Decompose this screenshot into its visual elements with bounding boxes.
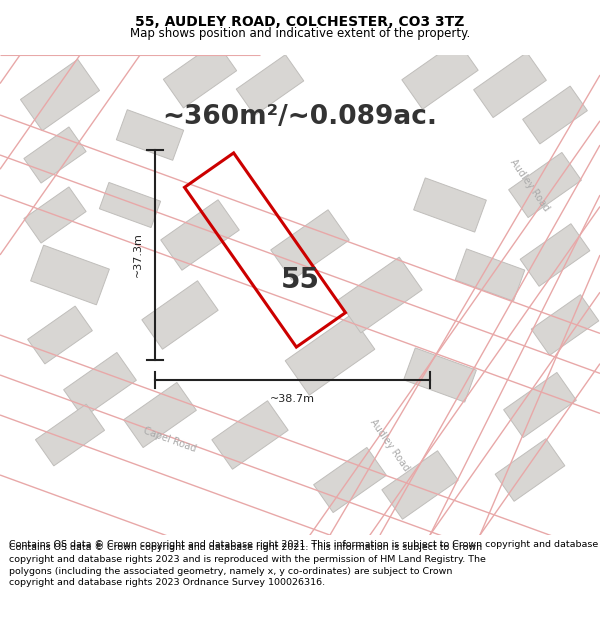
Text: ~38.7m: ~38.7m [270,394,315,404]
Text: 55, AUDLEY ROAD, COLCHESTER, CO3 3TZ: 55, AUDLEY ROAD, COLCHESTER, CO3 3TZ [136,16,464,29]
Text: Capel Road: Capel Road [142,426,198,454]
Polygon shape [271,210,349,280]
Polygon shape [31,245,109,305]
Polygon shape [24,187,86,243]
Polygon shape [20,59,100,131]
Polygon shape [116,110,184,160]
Polygon shape [531,294,599,356]
Polygon shape [413,178,487,232]
Polygon shape [161,200,239,270]
Polygon shape [495,439,565,501]
Text: Map shows position and indicative extent of the property.: Map shows position and indicative extent… [130,28,470,40]
Text: 55: 55 [281,266,320,294]
Polygon shape [382,451,458,519]
Polygon shape [35,404,104,466]
Polygon shape [473,52,547,118]
Polygon shape [402,41,478,109]
Polygon shape [24,127,86,183]
Polygon shape [124,382,196,448]
Text: Contains OS data © Crown copyright and database right 2021. This information is : Contains OS data © Crown copyright and d… [9,543,486,588]
Polygon shape [285,315,375,395]
Text: Contains OS data © Crown copyright and database right 2021. This information is : Contains OS data © Crown copyright and d… [9,540,600,549]
Polygon shape [100,182,161,228]
Polygon shape [163,42,236,108]
Polygon shape [509,152,581,218]
Polygon shape [64,352,136,418]
Polygon shape [236,54,304,116]
Polygon shape [338,257,422,333]
Text: ~37.3m: ~37.3m [133,232,143,278]
Polygon shape [212,401,288,469]
Text: Audley Road: Audley Road [508,157,551,213]
Polygon shape [520,224,590,286]
Polygon shape [503,372,577,438]
Polygon shape [28,306,92,364]
Text: Audley Road: Audley Road [368,417,412,473]
Polygon shape [523,86,587,144]
Polygon shape [404,348,476,402]
Polygon shape [455,249,525,301]
Text: ~360m²/~0.089ac.: ~360m²/~0.089ac. [163,104,437,130]
Polygon shape [314,448,386,512]
Polygon shape [142,281,218,349]
